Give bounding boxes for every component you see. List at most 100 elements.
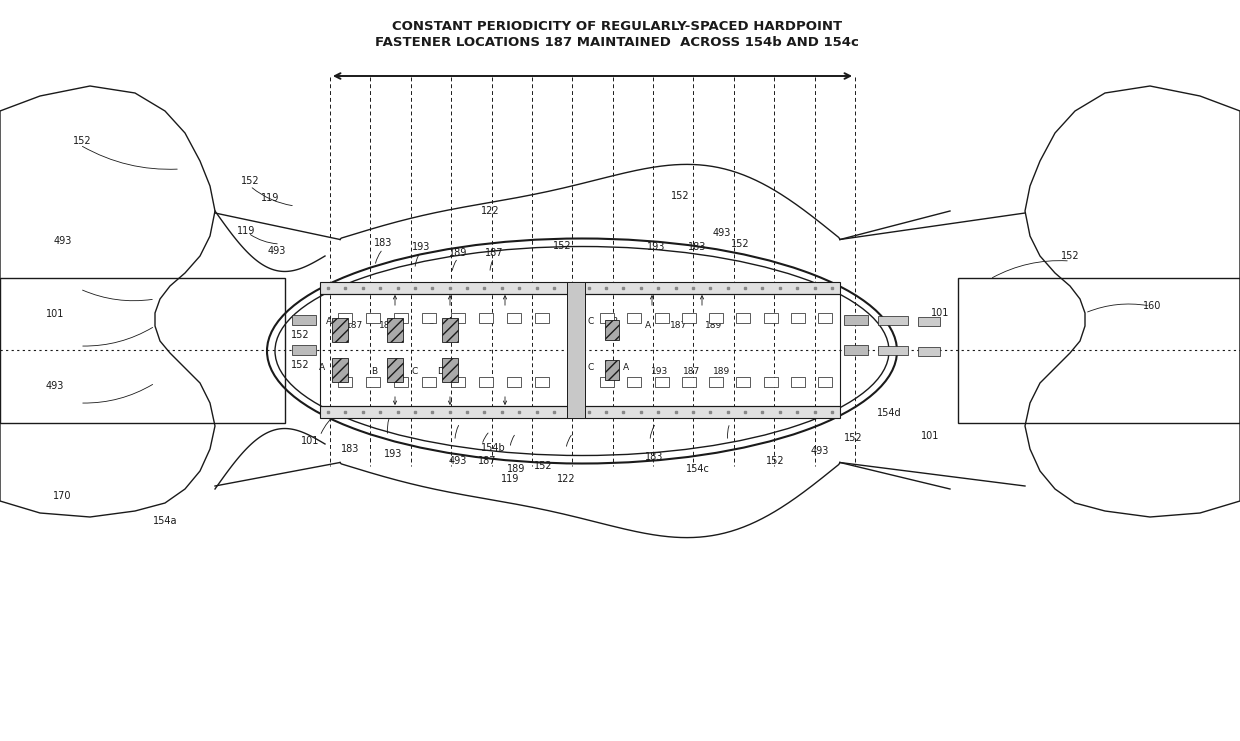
Text: 101: 101: [931, 308, 949, 318]
Text: 183: 183: [645, 452, 663, 462]
Text: 189: 189: [379, 322, 397, 330]
Bar: [0, 278, 285, 423]
Text: A: A: [319, 364, 325, 373]
Text: 493: 493: [811, 446, 830, 456]
Bar: [627, 377, 641, 387]
Bar: [332, 318, 348, 342]
Text: 189: 189: [713, 368, 730, 376]
Bar: [394, 313, 408, 323]
Bar: [600, 313, 614, 323]
Bar: [577, 294, 839, 406]
Bar: [507, 313, 521, 323]
Bar: [291, 315, 316, 325]
Text: 154b: 154b: [481, 443, 506, 453]
Text: 187: 187: [485, 248, 503, 258]
Text: 122: 122: [481, 206, 500, 216]
Text: 183: 183: [373, 238, 392, 248]
Bar: [450, 313, 465, 323]
Text: 152: 152: [241, 176, 259, 186]
Text: 154c: 154c: [686, 464, 711, 474]
Text: 493: 493: [268, 246, 286, 256]
Bar: [764, 313, 777, 323]
Bar: [450, 377, 465, 387]
Bar: [605, 320, 619, 340]
Text: 154a: 154a: [153, 516, 177, 526]
Bar: [291, 345, 316, 355]
Text: 170: 170: [53, 491, 71, 501]
Text: 101: 101: [46, 309, 64, 319]
Text: 152: 152: [290, 330, 309, 340]
Bar: [339, 313, 352, 323]
Text: 119: 119: [260, 193, 279, 203]
Text: 119: 119: [237, 226, 255, 236]
Bar: [479, 377, 492, 387]
Text: 189: 189: [706, 322, 723, 330]
Text: B: B: [611, 317, 618, 327]
Text: 187: 187: [671, 322, 688, 330]
Bar: [791, 313, 805, 323]
Bar: [709, 377, 723, 387]
Bar: [737, 377, 750, 387]
Text: C: C: [588, 364, 594, 373]
Text: 160: 160: [1143, 301, 1161, 311]
Bar: [534, 313, 549, 323]
Bar: [387, 318, 403, 342]
Text: FASTENER LOCATIONS 187 MAINTAINED  ACROSS 154b AND 154c: FASTENER LOCATIONS 187 MAINTAINED ACROSS…: [374, 36, 859, 48]
Bar: [844, 315, 868, 325]
Bar: [479, 313, 492, 323]
Bar: [534, 377, 549, 387]
Text: 189: 189: [449, 248, 467, 258]
Bar: [844, 345, 868, 355]
Bar: [655, 313, 668, 323]
Text: 187: 187: [346, 322, 363, 330]
Text: 189: 189: [507, 464, 526, 474]
Bar: [737, 313, 750, 323]
Bar: [394, 377, 408, 387]
Bar: [320, 282, 839, 294]
Text: CONSTANT PERIODICITY OF REGULARLY-SPACED HARDPOINT: CONSTANT PERIODICITY OF REGULARLY-SPACED…: [392, 21, 842, 33]
Bar: [918, 317, 940, 326]
Text: 152: 152: [290, 360, 309, 370]
Text: C: C: [588, 317, 594, 327]
Bar: [605, 360, 619, 380]
Bar: [655, 377, 668, 387]
Text: 122: 122: [557, 474, 575, 484]
Bar: [878, 346, 908, 355]
Bar: [818, 377, 832, 387]
Text: 493: 493: [46, 381, 64, 391]
Bar: [366, 313, 381, 323]
Bar: [818, 313, 832, 323]
Text: 152: 152: [1060, 251, 1079, 261]
Bar: [709, 313, 723, 323]
Bar: [507, 377, 521, 387]
Bar: [918, 347, 940, 356]
Text: 119: 119: [501, 474, 520, 484]
Text: 154d: 154d: [877, 408, 901, 418]
Bar: [320, 406, 839, 418]
Text: B: B: [371, 368, 377, 376]
Text: 183: 183: [341, 444, 360, 454]
Text: 101: 101: [921, 431, 939, 441]
Text: 193: 193: [651, 368, 668, 376]
Bar: [682, 313, 696, 323]
Text: 152: 152: [843, 433, 862, 443]
Bar: [423, 313, 436, 323]
Bar: [332, 358, 348, 382]
Bar: [764, 377, 777, 387]
Bar: [441, 358, 458, 382]
Text: 152: 152: [533, 461, 552, 471]
Bar: [441, 318, 458, 342]
Text: 193: 193: [384, 449, 402, 459]
Text: D: D: [438, 368, 444, 376]
Bar: [878, 316, 908, 325]
Bar: [791, 377, 805, 387]
Text: 193: 193: [412, 242, 430, 252]
Bar: [567, 282, 585, 418]
Text: 152: 152: [553, 241, 572, 251]
Text: 101: 101: [301, 436, 319, 446]
Text: 493: 493: [713, 228, 732, 238]
Text: 493: 493: [449, 456, 467, 466]
Text: C: C: [412, 368, 418, 376]
Text: A: A: [622, 364, 629, 373]
Text: 152: 152: [730, 239, 749, 249]
